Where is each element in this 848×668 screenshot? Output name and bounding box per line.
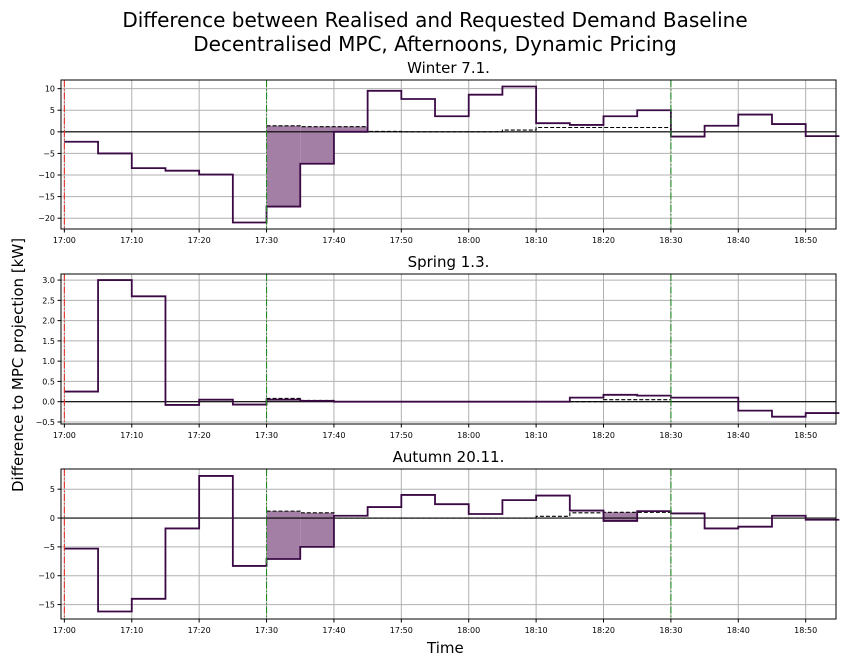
- subplot-1: 17:00 17:10 17:20 17:30 17:40 17:50 18:00 18:10…: [38, 59, 840, 245]
- deficit-area: [300, 126, 334, 164]
- y-tick-label: −20: [38, 214, 55, 223]
- y-tick-label: 0.5: [42, 377, 55, 386]
- x-tick-label: 18:00: [457, 626, 480, 635]
- x-tick-label: 17:40: [322, 236, 345, 245]
- deficit-area: [266, 511, 301, 559]
- x-tick-label: 17:30: [255, 236, 278, 245]
- x-tick-label: 17:10: [120, 431, 143, 440]
- x-tick-label: 17:00: [53, 626, 76, 635]
- x-tick-label: 18:10: [525, 431, 548, 440]
- y-tick-label: 3.0: [42, 276, 55, 285]
- y-tick-label: 1.5: [42, 337, 55, 346]
- x-tick-label: 18:40: [727, 236, 750, 245]
- axes-frame: [60, 79, 837, 230]
- x-tick-label: 17:40: [322, 626, 345, 635]
- x-tick-label: 18:00: [457, 431, 480, 440]
- x-tick-label: 17:50: [390, 431, 413, 440]
- x-tick-label: 17:00: [53, 236, 76, 245]
- realised-line: [64, 85, 840, 224]
- subplot-3: 17:00 17:10 17:20 17:30 17:40 17:50 18:00 18:10…: [38, 448, 840, 635]
- figure-title-line2: Decentralised MPC, Afternoons, Dynamic P…: [193, 32, 677, 56]
- deficit-area: [266, 125, 301, 207]
- y-tick-label: 0: [50, 514, 55, 523]
- x-tick-label: 17:20: [188, 626, 211, 635]
- y-tick-label: 10: [45, 85, 55, 94]
- y-tick-label: 5: [50, 106, 55, 115]
- x-tick-label: 17:20: [188, 431, 211, 440]
- subplot-title: Autumn 20.11.: [393, 448, 505, 466]
- x-tick-label: 18:40: [727, 431, 750, 440]
- x-tick-label: 18:40: [727, 626, 750, 635]
- x-tick-label: 18:30: [659, 626, 682, 635]
- y-tick-label: −5: [43, 543, 55, 552]
- subplot-title: Spring 1.3.: [408, 253, 490, 271]
- x-tick-label: 18:20: [592, 236, 615, 245]
- x-tick-label: 18:50: [794, 236, 817, 245]
- realised-line: [64, 475, 840, 613]
- x-tick-label: 18:00: [457, 236, 480, 245]
- x-tick-label: 18:20: [592, 626, 615, 635]
- deficit-area: [333, 126, 368, 132]
- y-tick-label: 0: [50, 128, 55, 137]
- y-tick-label: −15: [38, 193, 55, 202]
- baseline-line: [266, 125, 671, 133]
- figure-xlabel: Time: [427, 639, 464, 657]
- realised-line: [64, 279, 840, 418]
- y-tick-label: −5: [43, 149, 55, 158]
- subplot-2: 17:00 17:10 17:20 17:30 17:40 17:50 18:00 18:10…: [36, 253, 840, 440]
- figure-title-line1: Difference between Realised and Requeste…: [122, 8, 748, 32]
- x-tick-label: 17:10: [120, 626, 143, 635]
- deficit-area: [603, 512, 638, 521]
- x-tick-label: 18:20: [592, 431, 615, 440]
- x-tick-label: 17:40: [322, 431, 345, 440]
- subplot-title: Winter 7.1.: [407, 59, 490, 77]
- y-tick-label: −15: [38, 601, 55, 610]
- x-tick-label: 17:50: [390, 236, 413, 245]
- x-tick-label: 18:10: [525, 236, 548, 245]
- y-tick-label: 2.5: [42, 296, 55, 305]
- x-tick-label: 18:50: [794, 431, 817, 440]
- y-tick-label: 1.0: [42, 357, 55, 366]
- x-tick-label: 17:10: [120, 236, 143, 245]
- x-tick-label: 17:30: [255, 626, 278, 635]
- y-tick-label: −10: [38, 572, 55, 581]
- y-tick-label: 2.0: [42, 317, 55, 326]
- y-tick-label: −0.5: [36, 418, 55, 427]
- x-tick-label: 17:50: [390, 626, 413, 635]
- x-tick-label: 18:50: [794, 626, 817, 635]
- x-tick-label: 18:30: [659, 236, 682, 245]
- y-tick-label: 0.0: [42, 398, 55, 407]
- y-tick-label: −10: [38, 171, 55, 180]
- x-tick-label: 17:00: [53, 431, 76, 440]
- x-tick-label: 18:10: [525, 626, 548, 635]
- x-tick-label: 18:30: [659, 431, 682, 440]
- x-tick-label: 17:30: [255, 431, 278, 440]
- axes-frame: [60, 273, 837, 425]
- axes-frame: [60, 468, 837, 620]
- x-tick-label: 17:20: [188, 236, 211, 245]
- y-tick-label: 5: [50, 485, 55, 494]
